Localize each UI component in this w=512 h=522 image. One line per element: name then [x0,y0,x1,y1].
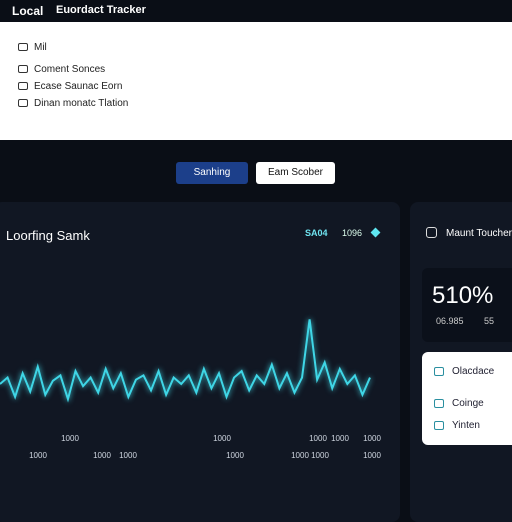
x-label: 1000 [363,451,381,460]
menu-panel: Mil Coment Sonces Ecase Saunac Eorn Dina… [0,22,512,140]
x-label: 1000 [61,434,79,443]
x-label: 1000 [291,451,309,460]
list-card: Olacdace Coinge Yinten [422,352,512,445]
stat: SA04 [305,228,328,238]
menu-item[interactable]: Mil [18,42,47,53]
side-panel: Maunt Toucher 510% 06.985 55 Olacdace Co… [410,202,512,522]
big-stat: 510% [432,282,494,309]
list-item[interactable]: Olacdace [434,366,494,377]
sub-stat: 06.985 [436,316,464,326]
list-item[interactable]: Coinge [434,398,484,409]
app-title: Euordact Tracker [56,4,146,16]
secondary-button[interactable]: Eam Scober [256,162,335,184]
wave-line [0,319,371,403]
x-label: 1000 [331,434,349,443]
sub-stat: 55 [484,316,495,326]
chart-title: Loorfing Samk [6,228,90,243]
chart-panel [0,202,400,522]
list-item[interactable]: Yinten [434,420,480,431]
primary-button[interactable]: Sanhing [176,162,248,184]
menu-item[interactable]: Ecase Saunac Eorn [18,81,122,92]
x-label: 1000 [311,451,329,460]
menu-item[interactable]: Dinan monatc Tlation [18,98,128,109]
x-label: 1000 [226,451,244,460]
stat: 1096 [342,228,363,238]
side-icon [426,227,437,238]
top-bar: Local Euordact Tracker [0,0,512,22]
side-title: Maunt Toucher [446,228,512,239]
x-label: 1000 [213,434,231,443]
x-label: 1000 [29,451,47,460]
brand: Local [12,4,44,18]
x-label: 1000 [119,451,137,460]
x-label: 1000 [363,434,381,443]
x-label: 1000 [309,434,327,443]
x-label: 1000 [93,451,111,460]
menu-item[interactable]: Coment Sonces [18,64,105,75]
stat-card: 510% 06.985 55 [422,268,512,342]
